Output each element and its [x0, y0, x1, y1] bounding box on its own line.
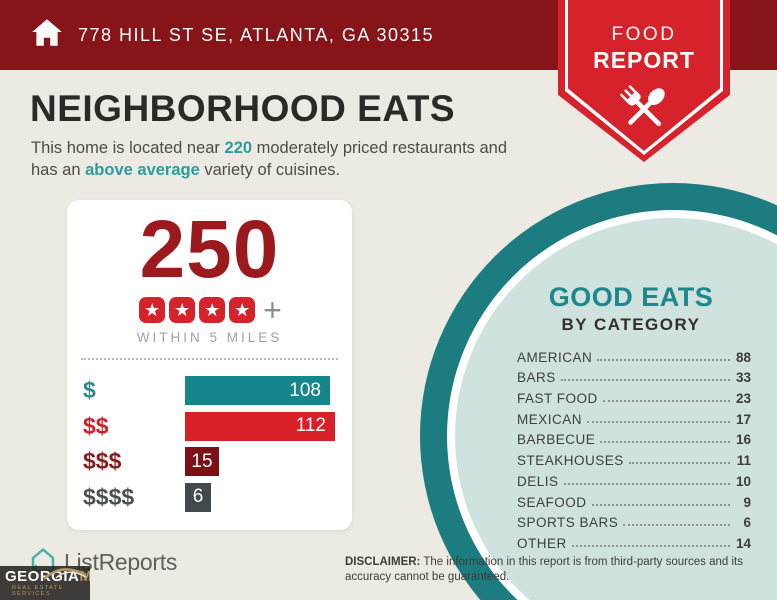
good-eats-circle	[420, 183, 777, 600]
price-tier-value: 6	[192, 486, 204, 507]
disclaimer: DISCLAIMER: The information in this repo…	[345, 555, 770, 584]
dotted-leader	[571, 544, 730, 547]
star-icon: ★	[139, 297, 166, 323]
price-tier-bar: 112	[185, 411, 335, 441]
plus-sign: +	[263, 292, 282, 328]
dotted-leader	[628, 462, 730, 465]
category-row: BARBECUE 16	[517, 429, 751, 450]
category-count: 88	[735, 349, 751, 365]
category-label: SPORTS BARS	[517, 515, 619, 531]
price-tier-row: $$$$ 6	[83, 482, 352, 512]
category-label: BARS	[517, 370, 556, 386]
category-row: FAST FOOD 23	[517, 387, 751, 408]
category-label: BARBECUE	[517, 432, 596, 448]
page-title: NEIGHBORHOOD EATS	[30, 88, 456, 129]
dotted-leader	[587, 420, 730, 423]
summary-card: 250 ★ ★ ★ ★ + WITHIN 5 MILES $108 $$ 112 $$$ 15…	[67, 200, 352, 530]
category-count: 11	[736, 453, 751, 469]
price-tier-row: $108	[83, 376, 352, 405]
summary-line1: This home is located near 220 moderately…	[31, 139, 508, 157]
category-row: AMERICAN 88	[517, 346, 751, 367]
category-count: 23	[735, 391, 751, 407]
category-count: 16	[735, 432, 751, 448]
good-eats-panel: GOOD EATS BY CATEGORY AMERICAN 88 BARS 33 FA…	[505, 282, 757, 553]
food-report-badge: FOOD REPORT	[558, 0, 730, 162]
price-tier-value: 15	[191, 450, 213, 472]
price-tier-row: $$$ 15	[83, 447, 352, 476]
badge-content: FOOD REPORT	[558, 0, 730, 162]
mls-tagline: REAL ESTATE SERVICES	[12, 585, 64, 597]
category-row: SPORTS BARS 6	[517, 512, 751, 533]
home-icon	[30, 16, 64, 55]
category-count: 17	[735, 411, 751, 427]
category-label: DELIS	[517, 473, 559, 489]
category-count: 33	[735, 370, 751, 386]
dotted-leader	[623, 524, 730, 527]
dotted-divider	[81, 358, 338, 360]
price-tier-label: $	[83, 377, 96, 403]
good-eats-title: GOOD EATS	[548, 282, 714, 312]
price-tier-bar: 15	[185, 447, 219, 476]
category-row: SEAFOOD 9	[517, 491, 751, 512]
badge-title-line1: FOOD	[611, 24, 677, 45]
variety-highlight: above average	[85, 161, 200, 179]
summary-line2: has an above average variety of cuisines…	[31, 161, 341, 179]
star-icon: ★	[199, 297, 226, 323]
spoon-fork-icon	[558, 78, 730, 145]
badge-title-line2: REPORT	[593, 47, 695, 73]
dotted-leader	[600, 441, 730, 444]
property-address: 778 HILL ST SE, ATLANTA, GA 30315	[78, 24, 435, 45]
dotted-leader	[563, 482, 730, 485]
category-count: 9	[743, 494, 751, 510]
dotted-leader	[597, 358, 730, 361]
category-label: SEAFOOD	[517, 494, 587, 510]
restaurant-count: 220	[224, 139, 253, 157]
star-rating: ★ ★ ★ ★ +	[67, 292, 352, 328]
category-label: MEXICAN	[517, 411, 583, 427]
category-list: AMERICAN 88 BARS 33 FAST FOOD 23 MEXICAN 17 BARB…	[505, 346, 757, 553]
dotted-leader	[591, 503, 730, 506]
star-icon: ★	[229, 297, 256, 323]
price-tier-label: $$$	[83, 448, 122, 474]
disclaimer-label: DISCLAIMER:	[345, 556, 421, 568]
total-restaurants: 250	[139, 204, 280, 295]
price-tier-row: $$ 112	[83, 411, 352, 441]
price-tier-label: $$$$	[83, 483, 135, 510]
price-tier-bar-chart: $108 $$ 112 $$$ 15 $$$$ 6	[83, 376, 352, 512]
category-row: DELIS 10	[517, 470, 751, 491]
star-icon: ★	[169, 297, 196, 323]
radius-label: WITHIN 5 MILES	[136, 330, 283, 345]
category-count: 6	[743, 515, 751, 531]
mls-swoosh-icon	[43, 568, 87, 580]
category-row: BARS 33	[517, 367, 751, 388]
good-eats-subtitle: BY CATEGORY	[561, 315, 701, 334]
category-count: 14	[735, 535, 751, 551]
category-row: OTHER 14	[517, 532, 751, 553]
category-label: OTHER	[517, 535, 567, 551]
price-tier-bar: 6	[185, 482, 211, 512]
circle-white-ring	[447, 210, 777, 600]
dotted-leader	[560, 379, 730, 382]
georgia-mls-logo: GEORGIAMLS REAL ESTATE SERVICES	[0, 566, 90, 600]
category-count: 10	[735, 473, 751, 489]
price-tier-value: 108	[289, 379, 321, 401]
summary-sentence: This home is located near 220 moderately…	[31, 137, 507, 181]
dotted-leader	[602, 400, 730, 403]
category-label: STEAKHOUSES	[517, 453, 624, 469]
category-label: AMERICAN	[517, 349, 593, 365]
category-label: FAST FOOD	[517, 391, 598, 407]
price-tier-bar: 108	[185, 376, 330, 405]
disclaimer-text: The information in this report is from t…	[345, 556, 743, 583]
category-row: STEAKHOUSES 11	[517, 449, 751, 470]
category-row: MEXICAN 17	[517, 408, 751, 429]
price-tier-value: 112	[295, 415, 326, 436]
price-tier-label: $$	[83, 412, 109, 439]
